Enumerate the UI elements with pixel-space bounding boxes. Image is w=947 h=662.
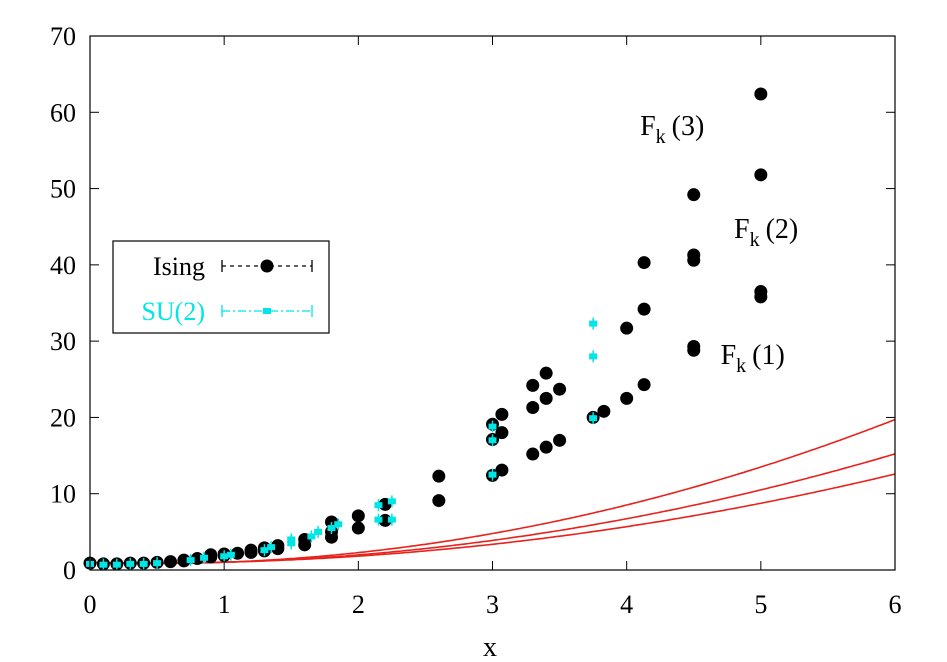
- ising-point-8: [177, 553, 191, 567]
- ising-point-16: [244, 543, 258, 557]
- y-tick-label-3: 30: [50, 327, 76, 356]
- su2-point-25: [589, 412, 598, 425]
- su2-point-27: [589, 317, 598, 330]
- curve-label-1: Fk (1): [721, 340, 785, 377]
- ising-point-37: [495, 407, 509, 421]
- su2-point-17: [334, 518, 343, 531]
- su2-point-5: [153, 557, 162, 570]
- y-tick-label-2: 20: [50, 403, 76, 432]
- legend-label-ising: Ising: [153, 252, 205, 281]
- legend-marker-ising: [260, 259, 274, 273]
- curve-label-3: Fk (3): [640, 111, 704, 148]
- x-tick-label-5: 5: [754, 590, 767, 619]
- su2-point-18: [374, 513, 383, 526]
- ising-point-56: [687, 248, 701, 262]
- y-tick-label-7: 70: [50, 22, 76, 51]
- ising-point-41: [539, 440, 553, 454]
- su2-point-6: [186, 554, 195, 567]
- ising-point-30: [432, 494, 446, 508]
- legend: Ising SU(2): [112, 240, 330, 334]
- x-tick-label-6: 6: [889, 590, 902, 619]
- x-tick-label-2: 2: [352, 590, 365, 619]
- su2-point-3: [126, 557, 135, 570]
- x-tick-label-1: 1: [218, 590, 231, 619]
- curve-label-2: Fk (2): [734, 214, 798, 251]
- su2-point-1: [99, 558, 108, 571]
- ising-point-48: [620, 391, 634, 405]
- su2-point-9: [226, 548, 235, 561]
- su2-point-21: [387, 495, 396, 508]
- legend-box: [112, 240, 330, 334]
- y-tick-label-5: 50: [50, 175, 76, 204]
- y-tick-label-4: 40: [50, 251, 76, 280]
- su2-point-10: [260, 544, 269, 557]
- legend-label-su2: SU(2): [141, 297, 205, 326]
- y-tick-label-6: 60: [50, 98, 76, 127]
- su2-point-15: [314, 525, 323, 538]
- su2-point-16: [327, 522, 336, 535]
- x-tick-label-4: 4: [620, 590, 633, 619]
- ising-point-43: [539, 366, 553, 380]
- ising-point-42: [539, 391, 553, 405]
- ising-point-49: [620, 321, 634, 335]
- su2-point-22: [488, 468, 497, 481]
- ising-point-51: [637, 302, 651, 316]
- x-tick-label-0: 0: [84, 590, 97, 619]
- ising-point-47: [597, 404, 611, 418]
- su2-point-11: [267, 541, 276, 554]
- ising-point-50: [637, 378, 651, 392]
- ising-point-60: [754, 168, 768, 182]
- ising-point-26: [351, 521, 365, 535]
- ising-point-40: [526, 378, 540, 392]
- su2-point-20: [387, 513, 396, 526]
- su2-point-24: [488, 420, 497, 433]
- su2-point-19: [374, 499, 383, 512]
- su2-point-7: [200, 551, 209, 564]
- ising-point-39: [526, 401, 540, 415]
- su2-point-26: [589, 350, 598, 363]
- ising-point-61: [754, 87, 768, 101]
- su2-point-8: [220, 550, 229, 563]
- su2-point-4: [139, 557, 148, 570]
- ising-point-6: [164, 555, 177, 569]
- ising-point-44: [553, 433, 567, 447]
- x-axis-title: x: [483, 632, 497, 662]
- su2-point-23: [488, 434, 497, 447]
- ising-point-54: [687, 339, 701, 353]
- data-points: [83, 87, 768, 571]
- ising-point-27: [351, 509, 365, 523]
- su2-point-2: [112, 558, 121, 571]
- ising-point-45: [553, 382, 567, 396]
- legend-marker-su2: [263, 308, 271, 314]
- x-tick-label-3: 3: [486, 590, 499, 619]
- ising-point-35: [495, 463, 509, 477]
- su2-point-14: [307, 530, 316, 543]
- y-tick-label-0: 0: [63, 556, 76, 585]
- ising-point-57: [687, 188, 701, 202]
- y-tick-label-1: 10: [50, 480, 76, 509]
- su2-point-13: [287, 533, 296, 546]
- ising-point-36: [495, 426, 509, 440]
- ising-point-31: [432, 469, 446, 483]
- ising-point-59: [754, 285, 768, 299]
- curve-labels: Fk (1) Fk (2) Fk (3): [640, 111, 798, 377]
- ising-point-38: [526, 447, 540, 461]
- ising-point-52: [637, 256, 651, 270]
